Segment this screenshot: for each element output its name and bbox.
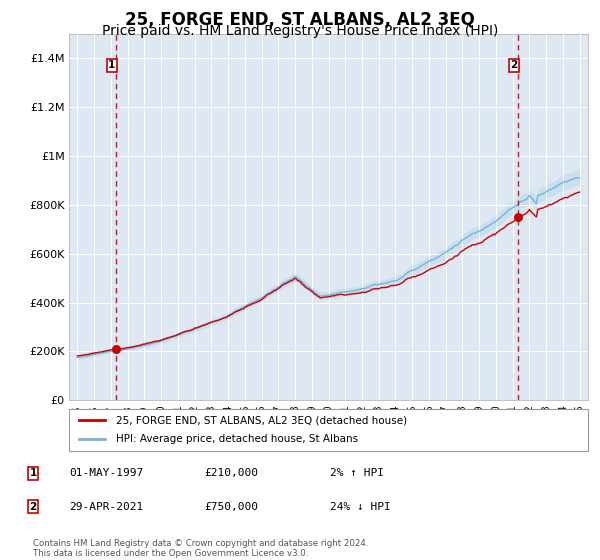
Text: 25, FORGE END, ST ALBANS, AL2 3EQ: 25, FORGE END, ST ALBANS, AL2 3EQ bbox=[125, 11, 475, 29]
Point bbox=[112, 344, 121, 353]
Text: 1: 1 bbox=[29, 468, 37, 478]
Point bbox=[514, 213, 523, 222]
Text: 2: 2 bbox=[29, 502, 37, 512]
Text: HPI: Average price, detached house, St Albans: HPI: Average price, detached house, St A… bbox=[116, 435, 358, 445]
Text: 25, FORGE END, ST ALBANS, AL2 3EQ (detached house): 25, FORGE END, ST ALBANS, AL2 3EQ (detac… bbox=[116, 415, 407, 425]
Text: 2: 2 bbox=[510, 60, 517, 71]
FancyBboxPatch shape bbox=[69, 409, 588, 451]
Text: 2% ↑ HPI: 2% ↑ HPI bbox=[330, 468, 384, 478]
Text: 1: 1 bbox=[108, 60, 116, 71]
Text: £210,000: £210,000 bbox=[204, 468, 258, 478]
Text: 01-MAY-1997: 01-MAY-1997 bbox=[69, 468, 143, 478]
Text: 24% ↓ HPI: 24% ↓ HPI bbox=[330, 502, 391, 512]
Text: 29-APR-2021: 29-APR-2021 bbox=[69, 502, 143, 512]
Text: £750,000: £750,000 bbox=[204, 502, 258, 512]
Text: Price paid vs. HM Land Registry's House Price Index (HPI): Price paid vs. HM Land Registry's House … bbox=[102, 24, 498, 38]
Text: Contains HM Land Registry data © Crown copyright and database right 2024.
This d: Contains HM Land Registry data © Crown c… bbox=[33, 539, 368, 558]
